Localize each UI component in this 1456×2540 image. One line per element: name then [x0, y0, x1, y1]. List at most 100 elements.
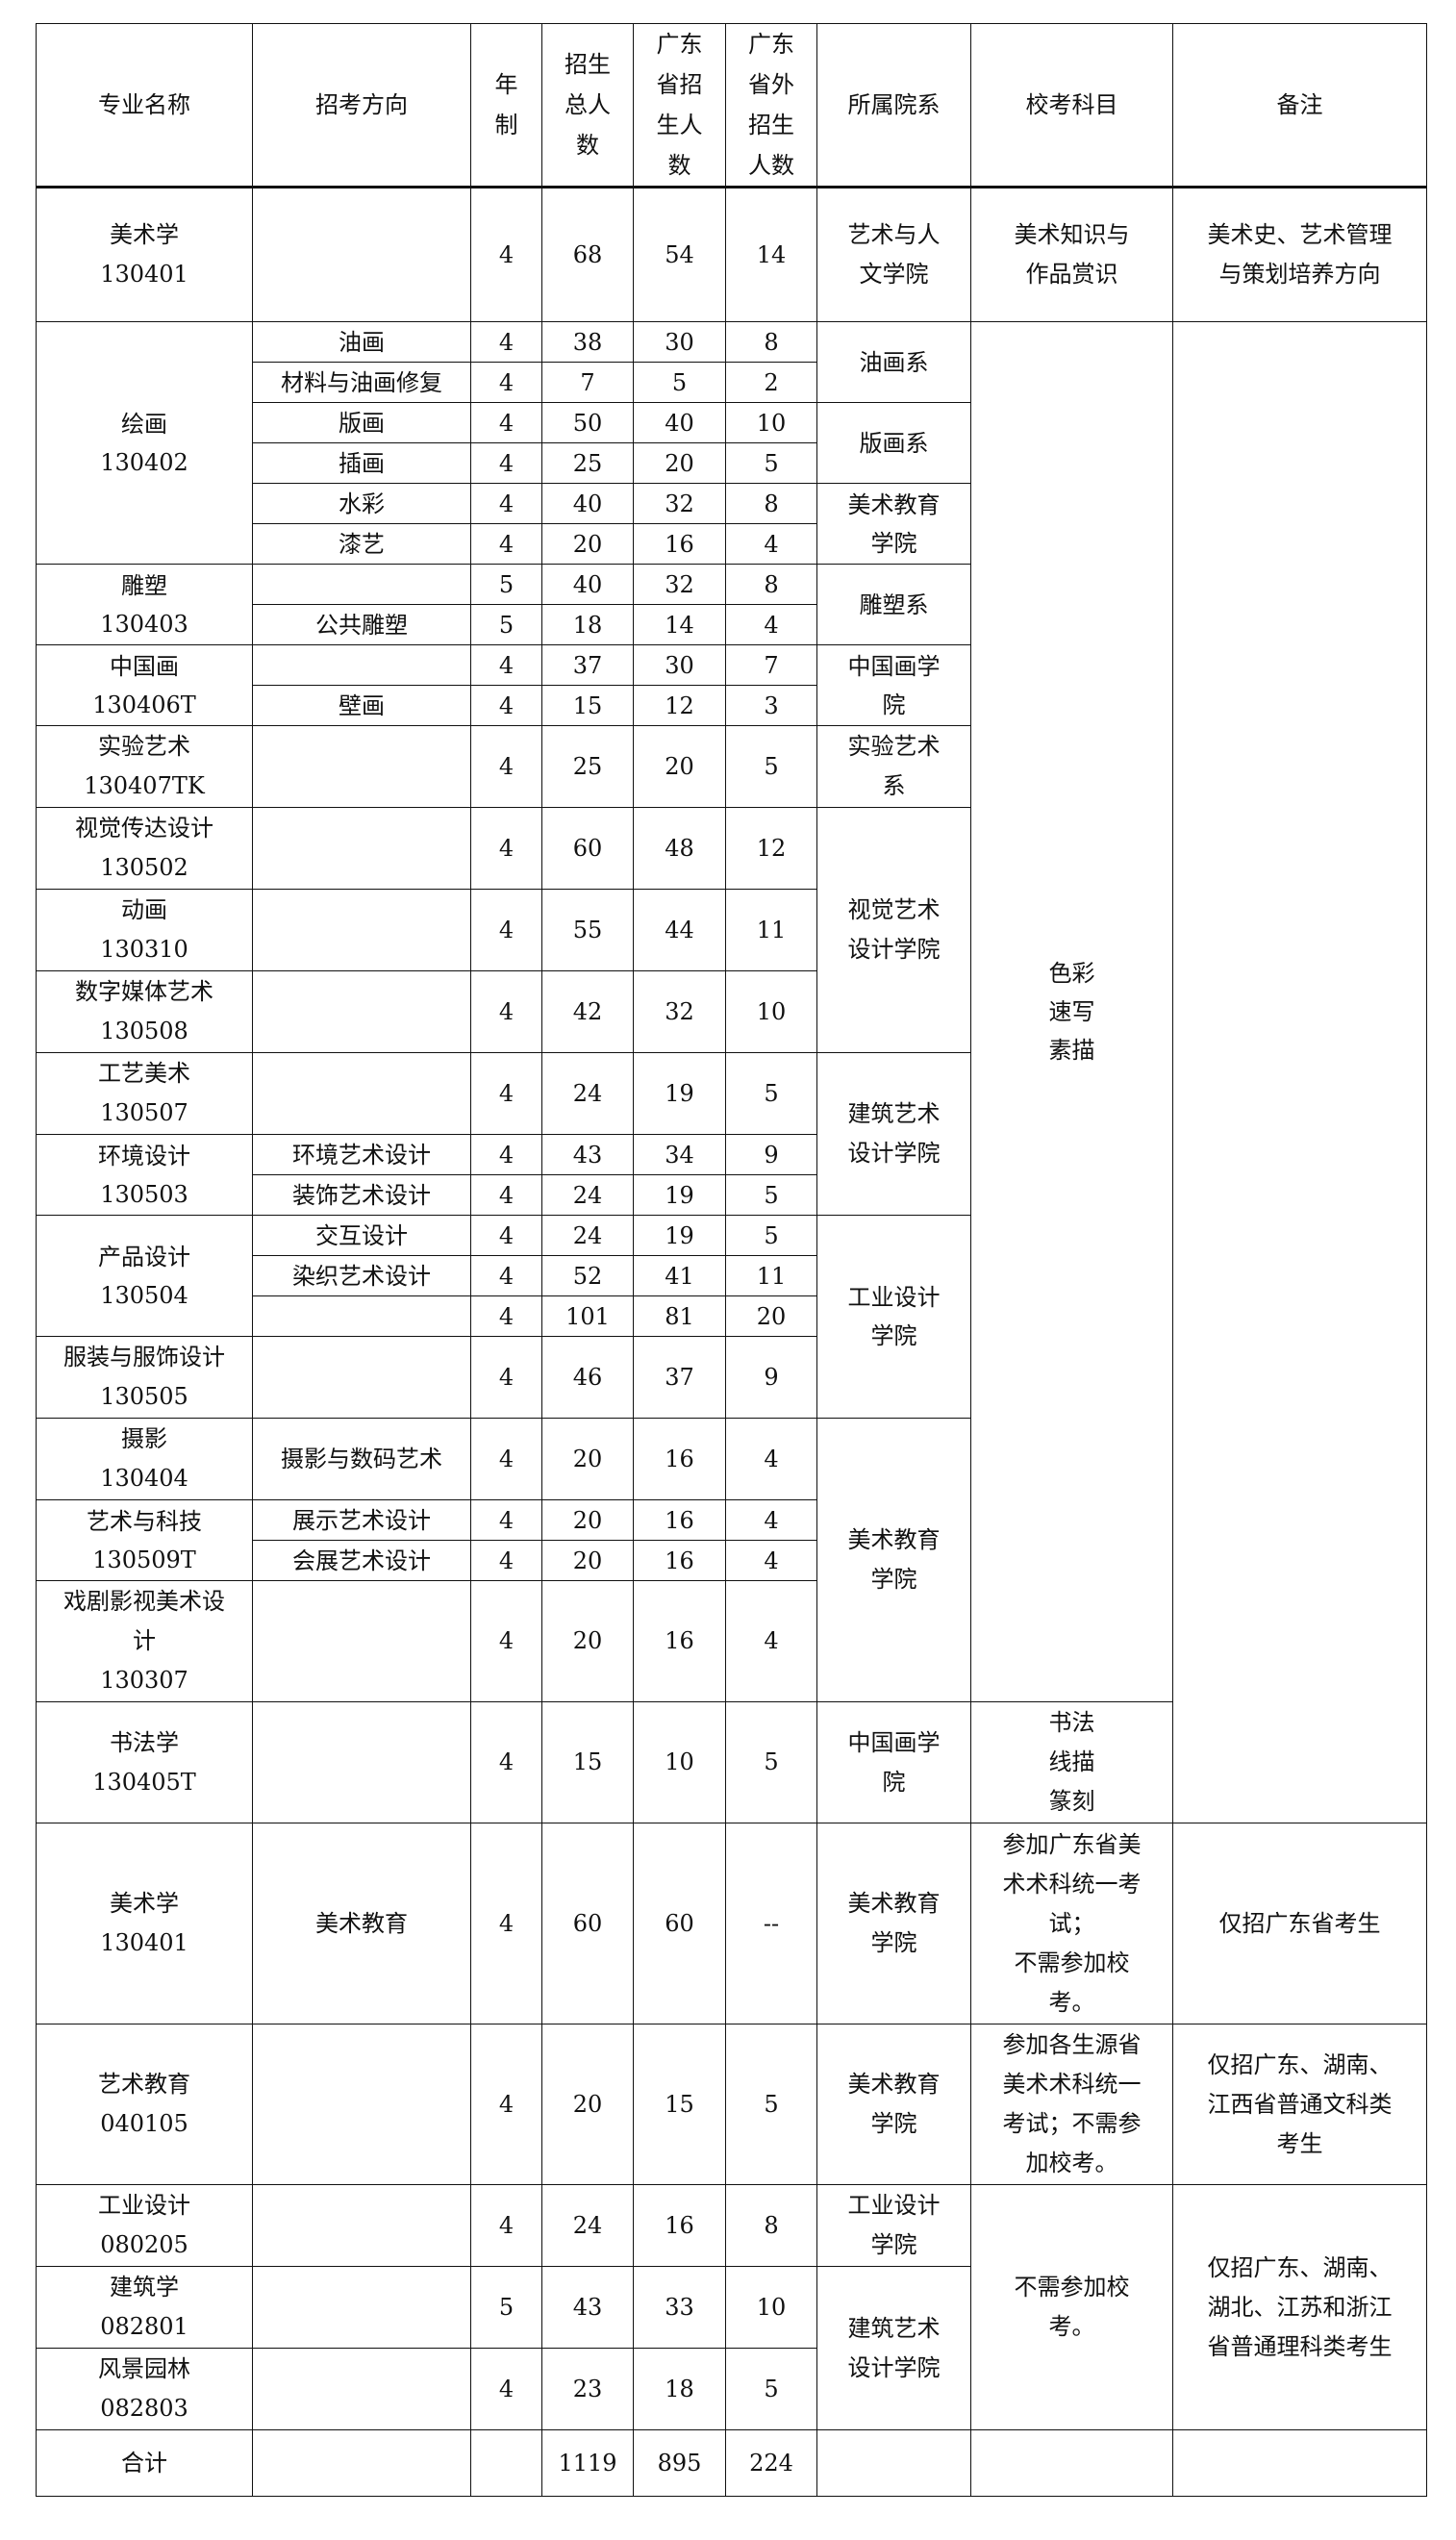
outside: 8 [725, 483, 817, 524]
outside: 4 [725, 604, 817, 645]
guangdong: 30 [633, 321, 726, 363]
years: 4 [470, 1295, 542, 1337]
table-row: 数字媒体艺术 130508 4 42 32 10 [36, 970, 1427, 1053]
guangdong: 60 [633, 1823, 726, 2024]
department [816, 2429, 971, 2497]
outside: 4 [725, 1580, 817, 1702]
total: 52 [541, 1255, 634, 1296]
total: 24 [541, 2184, 634, 2267]
table-row: 插画 4 25 20 5 [37, 442, 1427, 484]
table-row: 风景园林 082803 4 23 18 5 [36, 2348, 1427, 2430]
total: 40 [541, 483, 634, 524]
years: 4 [470, 970, 542, 1053]
outside: 20 [725, 1295, 817, 1337]
years: 4 [470, 1255, 542, 1296]
years: 4 [470, 442, 542, 484]
department: 中国画学 院 [816, 1701, 971, 1823]
outside: 4 [725, 1499, 817, 1541]
years: 4 [470, 725, 542, 808]
department: 实验艺术 系 [816, 725, 971, 808]
guangdong: 30 [633, 644, 726, 686]
direction [252, 725, 471, 808]
guangdong: 48 [633, 807, 726, 890]
header-department: 所属院系 [816, 23, 971, 189]
total: 24 [541, 1052, 634, 1135]
outside: 5 [725, 2024, 817, 2185]
direction [252, 1336, 471, 1419]
guangdong: 10 [633, 1701, 726, 1823]
years: 4 [470, 321, 542, 363]
direction: 展示艺术设计 [252, 1499, 471, 1541]
direction [252, 889, 471, 971]
years: 4 [470, 1215, 542, 1256]
direction [252, 187, 471, 322]
total: 42 [541, 970, 634, 1053]
outside: 4 [725, 1418, 817, 1500]
guangdong: 14 [633, 604, 726, 645]
total: 68 [541, 187, 634, 322]
total: 46 [541, 1336, 634, 1419]
total: 25 [541, 442, 634, 484]
header-exam: 校考科目 [970, 23, 1173, 189]
outside: 8 [725, 2184, 817, 2267]
department: 视觉艺术 设计学院 [816, 807, 971, 1053]
years: 4 [470, 402, 542, 443]
direction: 漆艺 [252, 523, 471, 565]
total: 23 [541, 2348, 634, 2430]
outside: 8 [725, 321, 817, 363]
direction: 美术教育 [252, 1823, 471, 2024]
direction [252, 2184, 471, 2267]
years: 4 [470, 362, 542, 403]
total: 43 [541, 2266, 634, 2349]
guangdong: 19 [633, 1174, 726, 1216]
total: 20 [541, 1580, 634, 1702]
years: 4 [470, 1580, 542, 1702]
exam: 参加各生源省 美术术科统一 考试；不需参 加校考。 [970, 2024, 1173, 2185]
table-row: 视觉传达设计 130502 4 60 48 12 视觉艺术 设计学院 [36, 807, 1427, 1053]
table-row: 戏剧影视美术设 计 130307 4 20 16 4 [36, 1580, 1427, 1702]
header-total: 招生 总人 数 [541, 23, 634, 189]
years: 4 [470, 187, 542, 322]
department: 雕塑系 [816, 564, 971, 645]
note: 美术史、艺术管理 与策划培养方向 [1172, 187, 1427, 322]
major-name: 艺术与科技 130509T [36, 1499, 253, 1581]
guangdong: 15 [633, 2024, 726, 2185]
guangdong: 16 [633, 1418, 726, 1500]
total: 25 [541, 725, 634, 808]
direction [252, 1580, 471, 1702]
guangdong: 18 [633, 2348, 726, 2430]
department: 中国画学 院 [816, 644, 971, 726]
major-name: 产品设计 130504 [36, 1215, 253, 1337]
guangdong: 16 [633, 1499, 726, 1541]
total: 50 [541, 402, 634, 443]
table-row: 书法学 130405T 4 15 10 5 中国画学 院 书法 线描 篆刻 [36, 1701, 1427, 1823]
years: 4 [470, 1418, 542, 1500]
total: 60 [541, 1823, 634, 2024]
table-row: 公共雕塑 5 18 14 4 [37, 604, 1427, 645]
guangdong: 5 [633, 362, 726, 403]
table-row: 4 101 81 20 [37, 1295, 1427, 1337]
table-row: 动画 130310 4 55 44 11 [36, 889, 1427, 971]
major-name: 视觉传达设计 130502 [36, 807, 253, 890]
years: 4 [470, 2184, 542, 2267]
header-note: 备注 [1172, 23, 1427, 189]
major-name: 工艺美术 130507 [36, 1052, 253, 1135]
major-name: 动画 130310 [36, 889, 253, 971]
guangdong: 81 [633, 1295, 726, 1337]
outside: 4 [725, 1540, 817, 1581]
table-row: 壁画 4 15 12 3 [37, 685, 1427, 726]
major-name: 雕塑 130403 [36, 564, 253, 645]
department: 美术教育 学院 [816, 1418, 971, 1702]
major-name: 建筑学 082801 [36, 2266, 253, 2349]
years: 4 [470, 523, 542, 565]
direction [252, 2429, 471, 2497]
exam: 书法 线描 篆刻 [970, 1701, 1173, 1823]
note: 仅招广东、湖南、 湖北、江苏和浙江 省普通理科类考生 [1172, 2184, 1427, 2430]
direction [252, 970, 471, 1053]
total: 101 [541, 1295, 634, 1337]
years: 4 [470, 1823, 542, 2024]
guangdong: 37 [633, 1336, 726, 1419]
guangdong: 16 [633, 1580, 726, 1702]
total-label: 合计 [36, 2429, 253, 2497]
major-name: 服装与服饰设计 130505 [36, 1336, 253, 1419]
